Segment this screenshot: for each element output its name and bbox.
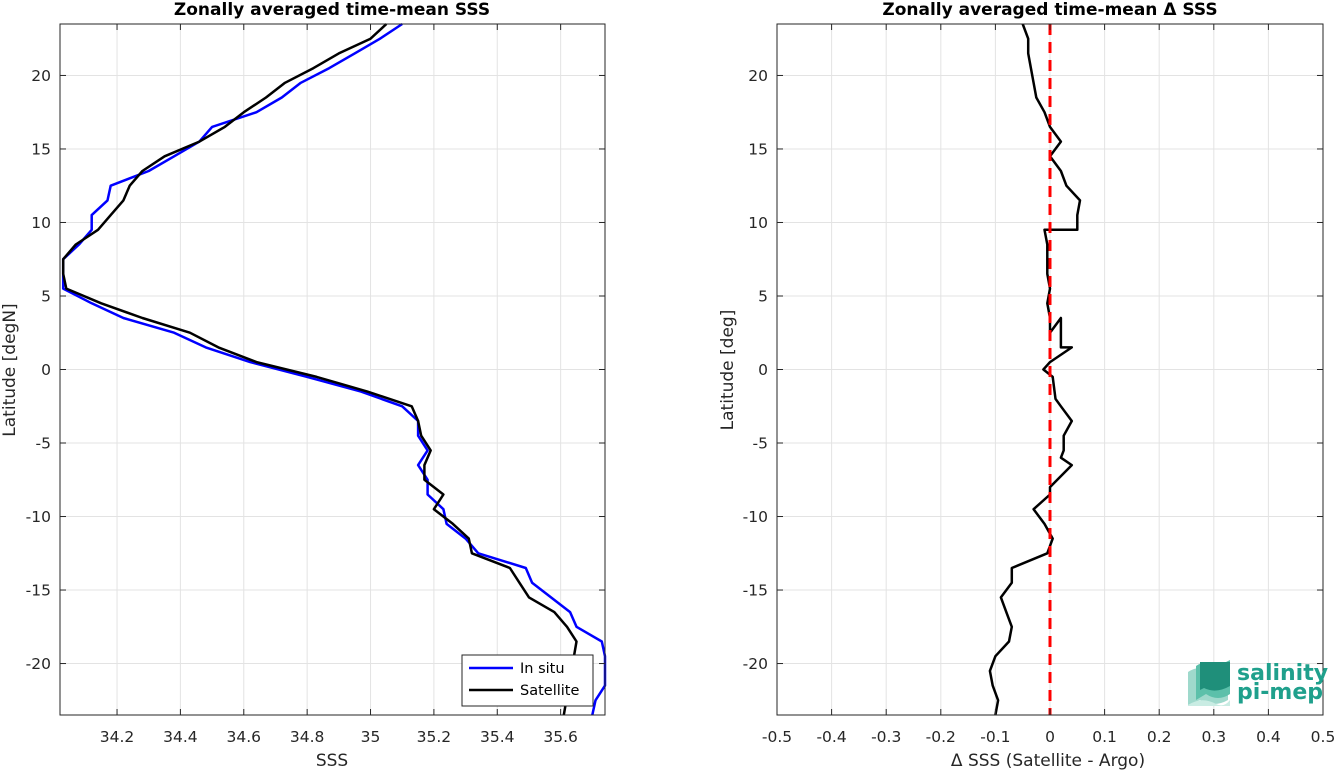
left-panel: Zonally averaged time-mean SSS 34.2 34.4 3… xyxy=(0,0,607,770)
left-x-tick-label: 34.4 xyxy=(163,728,198,746)
left-x-tick-label: 35 xyxy=(361,728,381,746)
right-x-tick-label: -0.3 xyxy=(871,728,901,746)
right-x-tick-label: -0.5 xyxy=(762,728,792,746)
right-series-0-line xyxy=(988,23,1082,716)
left-x-tick-label: 35.2 xyxy=(417,728,452,746)
logo-waves-icon xyxy=(1188,660,1230,706)
logo-line1: salinity xyxy=(1237,661,1328,686)
right-x-tick-label: -0.2 xyxy=(926,728,956,746)
left-ticks: 34.2 34.4 34.6 34.8 35 35.2 35.4 35.6 20 15 10 5 0 -5… xyxy=(26,24,605,746)
left-y-tick-label: 5 xyxy=(41,287,51,305)
right-chart-title: Zonally averaged time-mean Δ SSS xyxy=(882,0,1217,20)
right-y-tick-label: -10 xyxy=(743,508,768,526)
left-y-tick-label: 15 xyxy=(31,140,51,158)
right-x-axis-label: Δ SSS (Satellite - Argo) xyxy=(951,751,1145,770)
left-x-tick-label: 35.4 xyxy=(480,728,515,746)
right-x-tick-label: -0.4 xyxy=(816,728,846,746)
left-y-axis-label: Latitude [degN] xyxy=(0,303,20,436)
legend-satellite-label: Satellite xyxy=(520,683,579,699)
right-lines xyxy=(988,23,1082,716)
left-y-tick-label: 10 xyxy=(31,214,51,232)
left-grid xyxy=(60,24,605,715)
left-lines xyxy=(61,22,607,716)
left-in-situ-line xyxy=(61,22,607,716)
right-y-tick-label: 20 xyxy=(748,67,768,85)
right-x-tick-label: 0.1 xyxy=(1092,728,1117,746)
left-y-tick-label: -15 xyxy=(26,582,51,600)
left-chart-title: Zonally averaged time-mean SSS xyxy=(174,0,490,20)
right-y-tick-label: 0 xyxy=(758,361,768,379)
right-x-tick-label: 0.3 xyxy=(1201,728,1226,746)
right-panel: Zonally averaged time-mean Δ SSS -0.5 -0.… xyxy=(718,0,1335,770)
left-x-tick-label: 34.6 xyxy=(227,728,262,746)
left-y-tick-label: 20 xyxy=(31,67,51,85)
legend: In situ Satellite xyxy=(461,654,594,707)
right-x-tick-label: -0.1 xyxy=(980,728,1010,746)
right-y-tick-label: -20 xyxy=(743,655,768,673)
logo-line2: pi-mep xyxy=(1237,680,1323,705)
left-x-tick-label: 34.8 xyxy=(290,728,325,746)
legend-box xyxy=(461,654,594,707)
left-x-tick-label: 35.6 xyxy=(543,728,578,746)
left-y-tick-label: 0 xyxy=(41,361,51,379)
right-y-tick-label: 5 xyxy=(758,287,768,305)
right-x-tick-label: 0.4 xyxy=(1256,728,1281,746)
left-y-tick-label: -5 xyxy=(36,435,51,453)
right-y-tick-label: 15 xyxy=(748,140,768,158)
salinity-pi-mep-logo: salinity pi-mep xyxy=(1188,660,1328,706)
right-y-tick-label: 10 xyxy=(748,214,768,232)
right-x-tick-label: 0.2 xyxy=(1147,728,1172,746)
right-x-tick-label: 0 xyxy=(1045,728,1055,746)
right-ticks: -0.5 -0.4 -0.3 -0.2 -0.1 0 0.1 0.2 0.3 0.4 0.5 20 15… xyxy=(743,24,1336,746)
right-y-tick-label: -5 xyxy=(753,435,768,453)
right-x-tick-label: 0.5 xyxy=(1311,728,1336,746)
right-y-axis-label: Latitude [deg] xyxy=(718,310,738,431)
left-x-tick-label: 34.2 xyxy=(100,728,135,746)
right-y-tick-label: -15 xyxy=(743,582,768,600)
left-x-axis-label: SSS xyxy=(316,751,348,770)
left-satellite-line xyxy=(61,23,578,716)
left-y-tick-label: -10 xyxy=(26,508,51,526)
legend-in-situ-label: In situ xyxy=(520,661,565,677)
left-y-tick-label: -20 xyxy=(26,655,51,673)
